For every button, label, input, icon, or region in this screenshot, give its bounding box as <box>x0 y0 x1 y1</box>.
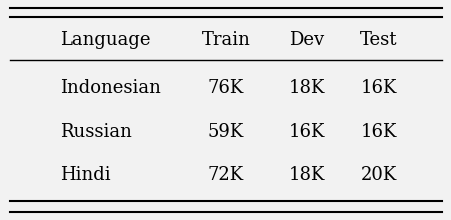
Text: 59K: 59K <box>207 123 244 141</box>
Text: 76K: 76K <box>207 79 244 97</box>
Text: Train: Train <box>201 31 250 50</box>
Text: Indonesian: Indonesian <box>60 79 160 97</box>
Text: Dev: Dev <box>289 31 324 50</box>
Text: 20K: 20K <box>360 166 396 184</box>
Text: Russian: Russian <box>60 123 131 141</box>
Text: 72K: 72K <box>207 166 244 184</box>
Text: 16K: 16K <box>360 79 396 97</box>
Text: Hindi: Hindi <box>60 166 110 184</box>
Text: 18K: 18K <box>288 79 324 97</box>
Text: 16K: 16K <box>288 123 324 141</box>
Text: 18K: 18K <box>288 166 324 184</box>
Text: 16K: 16K <box>360 123 396 141</box>
Text: Language: Language <box>60 31 150 50</box>
Text: Test: Test <box>359 31 396 50</box>
